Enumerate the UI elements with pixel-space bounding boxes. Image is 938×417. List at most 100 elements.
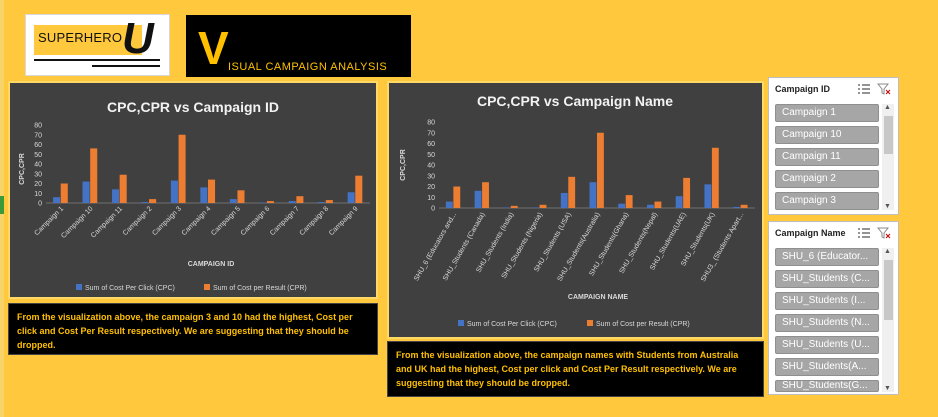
bar-cpr	[149, 199, 157, 203]
scroll-up-icon[interactable]: ▲	[884, 104, 891, 111]
y-tick-label: 40	[34, 162, 42, 169]
slicer-item[interactable]: SHU_Students (N...	[775, 314, 879, 332]
y-tick-label: 80	[34, 123, 42, 130]
scroll-down-icon[interactable]: ▼	[884, 385, 891, 392]
bar-cpr	[453, 186, 461, 208]
slicer-item[interactable]: SHU_Students (U...	[775, 336, 879, 354]
slicer-item[interactable]: Campaign 1	[775, 104, 879, 122]
chart-title: CPC,CPR vs Campaign ID	[107, 99, 279, 115]
note-campaign-id: From the visualization above, the campai…	[8, 303, 378, 355]
bar-cpc	[560, 192, 568, 208]
slicer-campaign-name[interactable]: Campaign Name SHU_6 (Educator... SHU_Stu…	[768, 221, 899, 395]
chart-campaign-name[interactable]: CPC,CPR vs Campaign Name CPC,CPR CAMPAIG…	[387, 81, 764, 339]
y-tick-label: 60	[34, 142, 42, 149]
slicer-item[interactable]: Campaign 11	[775, 148, 879, 166]
bar-cpc	[53, 197, 61, 203]
legend-swatch-cpr	[204, 284, 210, 290]
slicer-scrollbar[interactable]: ▲ ▼	[882, 248, 894, 392]
bar-cpc	[532, 207, 539, 209]
bar-cpr	[683, 177, 691, 208]
scroll-thumb[interactable]	[884, 260, 893, 320]
bar-cpr	[510, 205, 518, 208]
bar-cpc	[704, 184, 712, 208]
y-tick-label: 50	[34, 152, 42, 159]
bar-cpr	[237, 190, 245, 203]
slicer-item[interactable]: SHU_Students (I...	[775, 292, 879, 310]
legend-label-cpc: Sum of Cost Per Click (CPC)	[467, 321, 557, 328]
legend-label-cpr: Sum of Cost per Result (CPR)	[213, 285, 307, 292]
bar-cpc	[646, 204, 654, 208]
note-campaign-name: From the visualization above, the campai…	[387, 341, 764, 397]
bar-cpc	[288, 201, 296, 203]
y-tick-label: 70	[427, 130, 435, 137]
y-tick-label: 20	[34, 181, 42, 188]
scroll-down-icon[interactable]: ▼	[884, 203, 891, 210]
legend-swatch-cpc	[76, 284, 82, 290]
legend-label-cpc: Sum of Cost Per Click (CPC)	[85, 285, 175, 292]
multi-select-icon[interactable]	[857, 83, 871, 95]
slicer-item[interactable]: SHU_Students(G...	[775, 380, 879, 392]
bars	[53, 134, 363, 204]
slicer-item[interactable]: SHU_Students(A...	[775, 358, 879, 376]
bar-cpr	[625, 195, 633, 208]
superhero-logo-text: SUPERHERO	[38, 30, 123, 45]
clear-filter-icon[interactable]	[877, 83, 891, 95]
clear-filter-icon[interactable]	[877, 227, 891, 239]
bar-cpc	[111, 189, 120, 203]
slicer-campaign-id[interactable]: Campaign ID Campaign 1 Campaign 10 Campa…	[768, 77, 899, 215]
multi-select-icon[interactable]	[857, 227, 871, 239]
bar-cpc	[259, 202, 267, 204]
legend-swatch-cpc	[458, 320, 464, 326]
bar-cpc	[229, 199, 237, 203]
slicer-item[interactable]: SHU_6 (Educator...	[775, 248, 879, 266]
bar-cpc	[347, 192, 355, 203]
y-tick-label: 80	[427, 120, 435, 127]
chart-title: CPC,CPR vs Campaign Name	[477, 93, 673, 109]
bar-cpc	[474, 190, 482, 208]
bar-cpc	[675, 196, 683, 208]
bar-cpc	[618, 203, 626, 208]
bar-cpr	[355, 175, 363, 203]
bar-cpr	[711, 147, 719, 208]
slicer-item[interactable]: SHU_Students (C...	[775, 270, 879, 288]
slicer-item[interactable]: Campaign 3	[775, 192, 879, 210]
bar-cpr	[266, 201, 274, 203]
category-labels: SHU_6 (Educators and...SHU_Students (Can…	[413, 211, 745, 283]
visual-campaign-logo: V ISUAL CAMPAIGN ANALYSIS	[186, 15, 411, 77]
x-tick-label: Campaign 5	[210, 205, 242, 237]
bar-cpr	[178, 134, 186, 203]
visual-logo-text: ISUAL CAMPAIGN ANALYSIS	[228, 61, 388, 73]
bar-cpc	[141, 202, 149, 203]
bar-cpr	[654, 201, 662, 208]
x-tick-label: Campaign 9	[328, 205, 360, 237]
bar-cpc	[733, 206, 741, 208]
y-tick-label: 10	[34, 191, 42, 198]
chart-campaign-name-svg: CPC,CPR vs Campaign Name CPC,CPR CAMPAIG…	[400, 93, 755, 328]
slicer-item[interactable]: Campaign 10	[775, 126, 879, 144]
slicer-item[interactable]: Campaign 2	[775, 170, 879, 188]
y-axis-label: CPC,CPR	[400, 149, 407, 181]
y-tick-label: 70	[34, 132, 42, 139]
y-tick-label: 40	[427, 163, 435, 170]
scroll-thumb[interactable]	[884, 116, 893, 154]
bar-cpc	[589, 182, 597, 208]
chart-campaign-id-svg: CPC,CPR vs Campaign ID CPC,CPR CAMPAIGN …	[19, 99, 370, 292]
chart-campaign-id[interactable]: CPC,CPR vs Campaign ID CPC,CPR CAMPAIGN …	[8, 81, 378, 299]
bar-cpr	[740, 204, 748, 208]
x-tick-label: Campaign 2	[122, 205, 154, 237]
y-tick-label: 30	[427, 173, 435, 180]
x-tick-label: Campaign 6	[240, 205, 272, 237]
bar-cpr	[482, 182, 489, 208]
scroll-up-icon[interactable]: ▲	[884, 248, 891, 255]
y-tick-label: 0	[38, 201, 42, 208]
visual-logo-letter: V	[198, 22, 229, 74]
legend-label-cpr: Sum of Cost per Result (CPR)	[596, 321, 690, 328]
superhero-logo-letter: U	[122, 14, 154, 63]
bars	[445, 132, 748, 209]
bar-cpr	[568, 176, 576, 208]
bar-cpr	[90, 148, 98, 203]
bar-cpr	[597, 132, 604, 208]
slicer-scrollbar[interactable]: ▲ ▼	[882, 104, 894, 210]
bar-cpc	[318, 202, 326, 203]
